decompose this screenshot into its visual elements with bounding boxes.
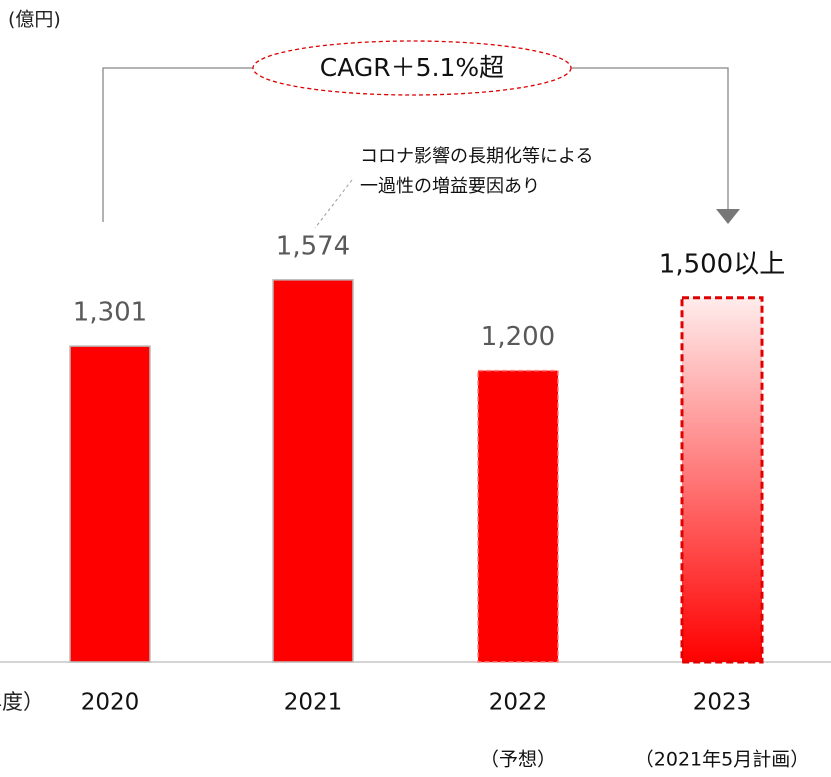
bracket-left bbox=[102, 67, 253, 222]
arrow-head bbox=[716, 209, 740, 224]
category-note: （予想） bbox=[480, 749, 556, 771]
note-line: 一過性の増益要因あり bbox=[360, 176, 540, 197]
x-tick-label: 2020 bbox=[81, 690, 140, 716]
note-line: コロナ影響の長期化等による bbox=[360, 146, 593, 167]
bar bbox=[477, 369, 559, 663]
bar bbox=[69, 345, 151, 663]
x-axis-label: （年度） bbox=[0, 690, 44, 714]
unit-label: (億円) bbox=[8, 9, 61, 31]
x-tick-label: 2022 bbox=[489, 690, 548, 716]
bar bbox=[272, 279, 354, 663]
annotation: CAGR＋5.1%超 bbox=[320, 53, 504, 82]
value-label: 1,500以上 bbox=[659, 249, 785, 279]
x-tick-label: 2021 bbox=[284, 690, 343, 716]
note-leader bbox=[314, 179, 353, 229]
bar bbox=[680, 296, 764, 664]
value-label: 1,574 bbox=[276, 231, 350, 261]
category-note: （2021年5月計画） bbox=[635, 749, 809, 771]
annotation-ellipse bbox=[252, 40, 572, 96]
x-tick-label: 2023 bbox=[693, 690, 752, 716]
value-label: 1,200 bbox=[481, 322, 555, 352]
bracket-right bbox=[571, 67, 729, 210]
value-label: 1,301 bbox=[73, 298, 147, 328]
